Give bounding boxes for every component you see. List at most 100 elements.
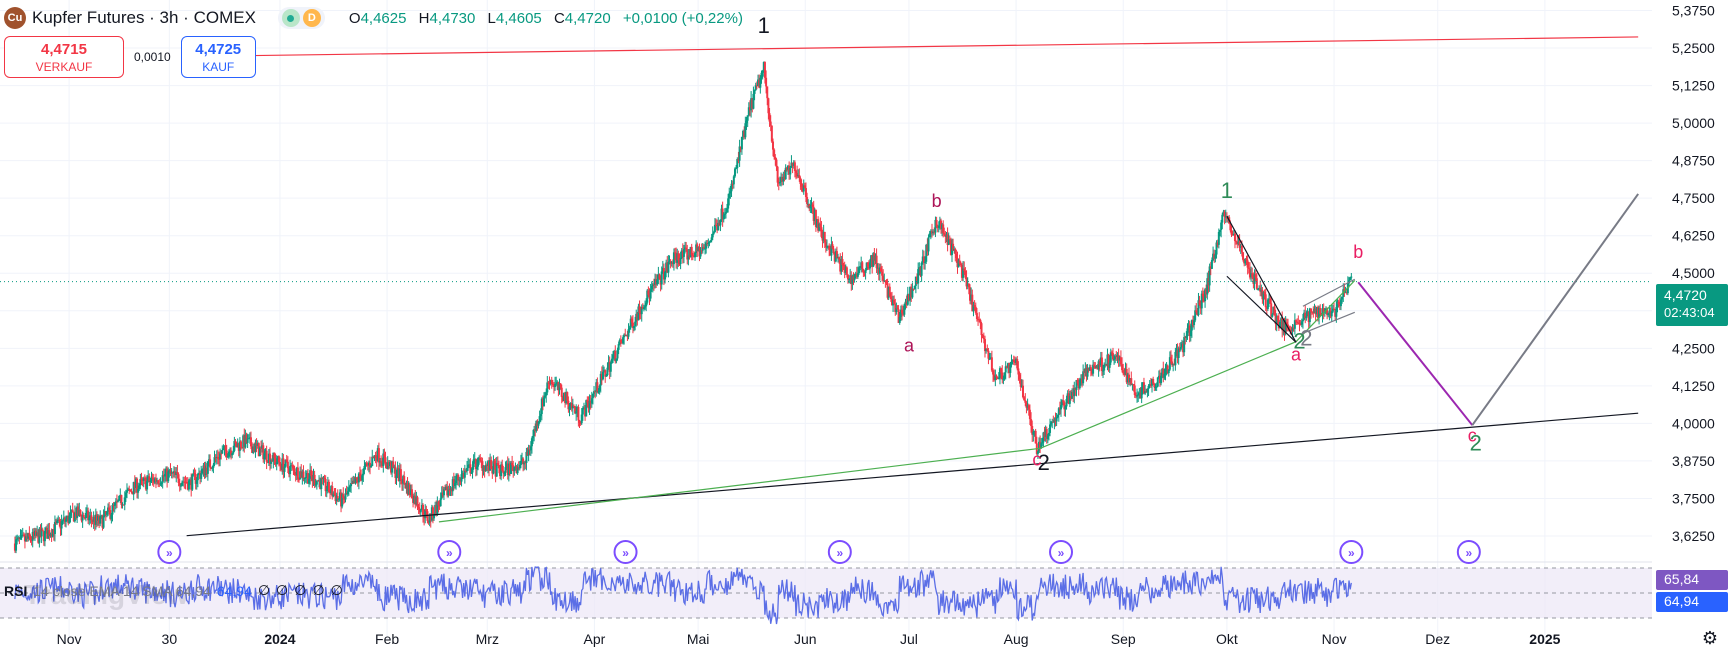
candle <box>211 467 214 469</box>
candle <box>419 510 422 513</box>
candle <box>178 482 181 486</box>
candle <box>434 505 437 516</box>
candle <box>601 371 604 380</box>
candle <box>453 483 456 486</box>
candle <box>1333 308 1336 310</box>
rsi-na-1: ∅ <box>257 582 271 598</box>
candle <box>667 262 670 273</box>
candle <box>510 462 513 475</box>
candle <box>275 462 278 465</box>
candle <box>1236 241 1239 245</box>
candle <box>825 246 828 248</box>
candle <box>1085 368 1088 377</box>
candle <box>133 482 136 488</box>
candle <box>790 162 793 168</box>
candle <box>1269 299 1272 304</box>
candle <box>744 123 747 138</box>
candle <box>375 457 378 461</box>
candle <box>1252 277 1255 284</box>
candle <box>827 245 830 247</box>
event-marker-icon <box>1456 540 1481 564</box>
candle <box>69 512 72 516</box>
candle <box>852 276 855 280</box>
candle <box>742 130 745 137</box>
candle <box>1224 216 1227 218</box>
candle <box>68 515 71 524</box>
candle <box>881 271 884 276</box>
candle <box>1138 392 1141 395</box>
candle <box>702 247 705 249</box>
candle <box>1066 393 1069 400</box>
candle <box>314 484 317 486</box>
sell-label: VERKAUF <box>35 60 93 74</box>
candle <box>166 468 169 482</box>
candle <box>921 256 924 263</box>
candle <box>1013 361 1016 363</box>
time-tick-label: Mai <box>687 631 710 647</box>
candle <box>640 306 643 315</box>
candle <box>111 504 114 515</box>
candle <box>217 458 220 460</box>
candle <box>1216 242 1219 245</box>
price-tick-label: 4,6250 <box>1672 228 1715 244</box>
candle <box>1196 312 1199 316</box>
candle <box>386 462 389 469</box>
candle <box>765 77 768 87</box>
sell-button[interactable]: 4,4715 VERKAUF <box>4 36 124 78</box>
candle <box>1291 327 1294 332</box>
candle <box>1145 391 1148 393</box>
candle <box>120 494 123 505</box>
candle <box>398 469 401 482</box>
candle <box>813 209 816 221</box>
candle <box>1210 259 1213 269</box>
candle <box>1141 382 1144 388</box>
time-tick-label: Nov <box>1322 631 1347 647</box>
candle <box>690 246 693 256</box>
rsi-name: RSI <box>4 582 28 599</box>
candle <box>136 478 139 493</box>
candle <box>60 521 63 529</box>
candle <box>190 479 193 490</box>
candle <box>213 457 216 465</box>
candle <box>589 400 592 404</box>
candle <box>463 470 466 478</box>
candle <box>780 177 783 182</box>
candle <box>635 313 638 322</box>
candle <box>975 312 978 320</box>
candle <box>763 62 766 78</box>
candle <box>638 306 641 314</box>
candle <box>570 403 573 409</box>
buy-button[interactable]: 4,4725 KAUF <box>180 36 256 78</box>
candle <box>1337 301 1340 305</box>
candle <box>1185 336 1188 338</box>
candle <box>479 457 482 461</box>
candle <box>1126 374 1129 383</box>
rsi-legend[interactable]: RSI 14 close EMA 14 SMA 64,94 64,94 ∅ ∅ … <box>4 582 343 599</box>
candle <box>1156 377 1159 387</box>
candle <box>128 488 131 491</box>
rsi-line <box>14 566 1352 625</box>
candle <box>151 477 154 479</box>
gear-icon[interactable]: ⚙ <box>1701 628 1719 648</box>
rsi-params: 14 close EMA 14 SMA 64,94 <box>33 582 211 599</box>
candle <box>191 474 194 490</box>
candle <box>1069 396 1072 399</box>
candle <box>195 480 198 484</box>
candle <box>73 512 76 522</box>
candle <box>657 274 660 280</box>
candle <box>497 465 500 469</box>
candle <box>193 472 196 475</box>
candle <box>109 510 112 519</box>
symbol-title[interactable]: Kupfer Futures · 3h · COMEX <box>32 8 256 27</box>
market-status[interactable]: D <box>277 7 325 29</box>
candle <box>1111 353 1114 360</box>
candle <box>796 173 799 177</box>
candle <box>1311 311 1314 313</box>
candle <box>737 158 740 161</box>
candle <box>894 303 897 312</box>
candle <box>679 257 682 265</box>
candle <box>608 362 611 372</box>
candle <box>681 250 684 257</box>
candle <box>798 175 801 179</box>
